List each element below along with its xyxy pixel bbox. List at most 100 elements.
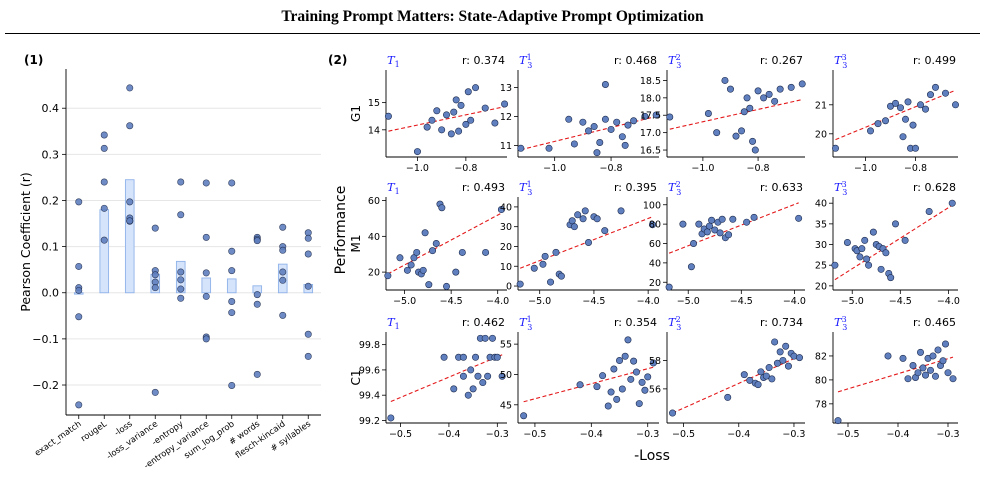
scatter-point — [776, 85, 784, 93]
scatter-point — [776, 348, 784, 356]
scatter-point — [914, 369, 922, 377]
xtick-label: −4.0 — [937, 296, 960, 307]
panel1-ytick-label: 0.3 — [42, 148, 60, 161]
ytick-label: 40 — [649, 258, 661, 269]
ytick-label: 80 — [815, 375, 827, 386]
xtick-label: −0.4 — [437, 429, 460, 440]
scatter-point — [754, 381, 762, 389]
strip-point — [100, 178, 108, 186]
ytick-label: 60 — [649, 239, 661, 250]
scatter-point — [474, 372, 482, 380]
scatter-point — [570, 223, 578, 231]
xtick-label: −1.0 — [543, 163, 566, 174]
scatter-point — [432, 240, 440, 248]
scatter-point — [425, 281, 433, 289]
fit-line — [835, 89, 956, 141]
scatter-point — [419, 266, 427, 274]
scatter-point — [601, 115, 609, 123]
panel-tag: T2 3 — [668, 315, 681, 332]
ytick-label: 30 — [500, 222, 512, 233]
strip-point — [304, 352, 312, 360]
r-label: r: 0.493 — [462, 181, 505, 194]
xtick-label: −4.5 — [889, 296, 912, 307]
scatter-point — [891, 99, 899, 107]
scatter-point — [576, 381, 584, 389]
strip-point — [279, 276, 287, 284]
scatter-point — [462, 120, 470, 128]
fit-line — [520, 115, 657, 151]
scatter-point — [641, 112, 649, 120]
scatter-point — [438, 204, 446, 212]
strip-point — [202, 269, 210, 277]
strip-point — [177, 178, 185, 186]
scatter-point — [457, 101, 465, 109]
r-label: r: 0.633 — [760, 181, 803, 194]
scatter-point — [423, 123, 431, 131]
strip-point — [304, 250, 312, 258]
xtick-label: −1.0 — [406, 163, 429, 174]
ytick-label: 80 — [649, 220, 661, 231]
scatter-point — [547, 278, 555, 286]
ytick-label: 13 — [500, 83, 512, 94]
strip-point — [202, 233, 210, 241]
ytick-label: 35 — [815, 219, 827, 230]
scatter-point — [904, 375, 912, 383]
scatter-point — [765, 364, 773, 372]
strip-point — [151, 271, 159, 279]
scatter-point — [440, 353, 448, 361]
ytick-label: 60 — [368, 196, 380, 207]
scatter-point — [596, 139, 604, 147]
ytick-label: 40 — [368, 232, 380, 243]
scatter-point — [438, 126, 446, 134]
xtick-label: −0.5 — [672, 429, 695, 440]
xtick-label: −0.5 — [523, 429, 546, 440]
scatter-point — [795, 214, 803, 222]
scatter-point — [638, 378, 646, 386]
ytick-label: 11 — [500, 141, 512, 152]
r-label: r: 0.374 — [462, 54, 505, 67]
xtick-label: −4.0 — [783, 296, 806, 307]
scatter-point — [618, 133, 626, 141]
strip-point — [75, 198, 83, 206]
scatter-point — [725, 231, 733, 239]
row-label-G1: G1 — [349, 105, 363, 122]
strip-point — [75, 313, 83, 321]
scatter-point — [607, 125, 615, 133]
panel1-ytick-label: 0.2 — [42, 194, 60, 207]
strip-point — [100, 144, 108, 152]
scatter-point — [497, 206, 505, 214]
strip-point — [177, 276, 185, 284]
scatter-G1-1: 11 12 13 −1.0 −0.8 T1 3 r: 0.468 — [500, 53, 660, 174]
ytick-label: 20 — [815, 129, 827, 140]
scatter-point — [579, 118, 587, 126]
bar--entropy_variance — [201, 277, 212, 294]
scatter-M1-3: 20 25 30 35 40 −5.0 −4.5 −4.0 T3 3 r: 0.628 — [815, 180, 960, 307]
scatter-point — [934, 346, 942, 354]
panel1-ytick-label: −0.2 — [32, 379, 59, 392]
r-label: r: 0.354 — [614, 316, 657, 329]
scatter-C1-2: 56 58 −0.5 −0.4 −0.3 T2 3 r: 0.734 — [649, 315, 806, 440]
scatter-point — [590, 123, 598, 131]
scatter-point — [941, 340, 949, 348]
scatter-point — [746, 104, 754, 112]
panel2-super-xlabel: -Loss — [634, 448, 670, 464]
ytick-label: 10 — [500, 262, 512, 273]
strip-point — [202, 292, 210, 300]
scatter-point — [384, 272, 392, 280]
scatter-point — [396, 254, 404, 262]
scatter-point — [931, 372, 939, 380]
scatter-point — [403, 266, 411, 274]
scatter-point — [482, 248, 490, 256]
scatter-point — [679, 220, 687, 228]
scatter-point — [911, 144, 919, 152]
fit-line — [834, 204, 953, 281]
xtick-label: −4.5 — [440, 296, 463, 307]
scatter-point — [771, 97, 779, 105]
scatter-point — [552, 248, 560, 256]
strip-point — [177, 285, 185, 293]
strip-point — [75, 286, 83, 294]
scatter-point — [613, 395, 621, 403]
scatter-point — [784, 362, 792, 370]
scatter-point — [944, 369, 952, 377]
